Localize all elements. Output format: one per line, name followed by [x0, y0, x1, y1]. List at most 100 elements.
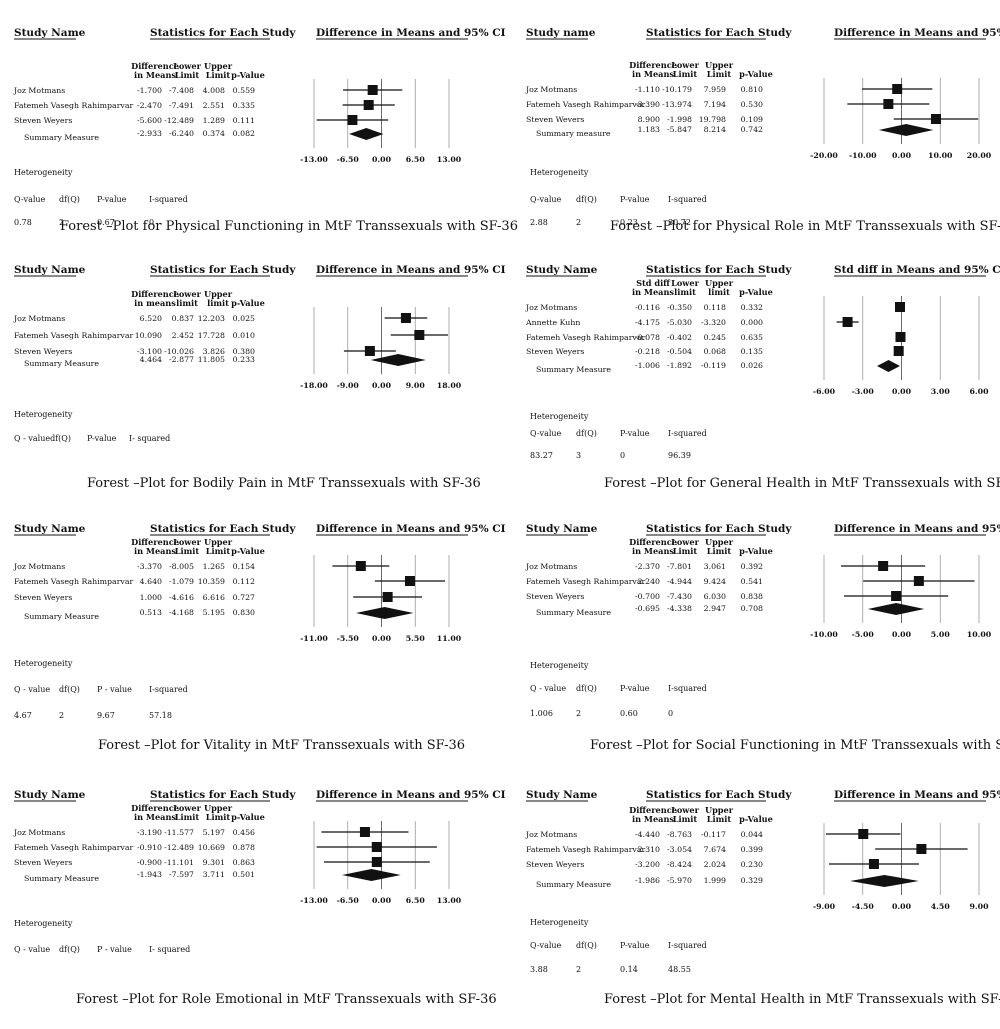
- summary-name: Summary Measure: [536, 365, 611, 374]
- stat-value: -7.801: [667, 562, 692, 571]
- point-estimate: [400, 313, 411, 323]
- column-header: Lower: [173, 289, 201, 299]
- column-header: Limit: [673, 69, 698, 79]
- stat-value: -10.179: [662, 85, 692, 94]
- point-estimate: [892, 84, 903, 94]
- stat-value: 0.233: [233, 355, 255, 364]
- stat-value: -5.030: [667, 318, 692, 327]
- column-header: Lower: [671, 805, 699, 815]
- stat-value: -12.489: [164, 843, 194, 852]
- heterogeneity-value: 2: [576, 218, 581, 227]
- heterogeneity-value: 57.18: [149, 711, 172, 720]
- plot-header: Difference in Means and 95% CI: [834, 27, 1000, 39]
- study-name: Steven Weyers: [526, 592, 584, 601]
- stat-value: 0.329: [741, 876, 763, 885]
- stat-value: 0.111: [233, 116, 255, 125]
- forest-plot-svg: Study name Statistics for Each Study Diffe…: [525, 27, 1000, 227]
- study-name: Joz Motmans: [13, 562, 65, 571]
- heterogeneity-header: I- squared: [149, 945, 190, 954]
- point-estimate: [868, 859, 879, 869]
- stat-value: -4.175: [635, 318, 660, 327]
- stat-value: -1.998: [667, 115, 692, 124]
- column-header: Upper: [705, 60, 734, 70]
- heterogeneity-header: P-value: [620, 941, 650, 950]
- stat-value: 1.289: [203, 116, 225, 125]
- study-name: Steven Wevers: [526, 115, 584, 124]
- x-tick-label: -9.00: [813, 902, 836, 911]
- forest-plot-svg: Study Name Statistics for Each Study Diffe…: [525, 789, 1000, 974]
- column-header: p-Value: [739, 69, 773, 79]
- stat-value: 0.838: [741, 592, 763, 601]
- heterogeneity-value: 0.78: [14, 218, 32, 227]
- heterogeneity-header: df(Q): [576, 429, 597, 438]
- column-header: in Means: [632, 546, 674, 556]
- heterogeneity-header: df(Q): [576, 684, 597, 693]
- study-name-header: Study Name: [526, 789, 598, 801]
- stat-value: 0.456: [233, 828, 255, 837]
- stat-value: -4.168: [169, 608, 194, 617]
- stat-value: -3.370: [137, 562, 162, 571]
- point-estimate: [883, 99, 894, 109]
- stat-value: 19.798: [699, 115, 726, 124]
- summary-name: Summary measure: [536, 129, 611, 138]
- plot-header: Difference in Means and 95% CI: [834, 789, 1000, 801]
- stat-value: 0.380: [233, 347, 255, 356]
- column-header: Lower: [671, 278, 699, 288]
- column-header: Difference: [131, 61, 179, 71]
- stat-value: 0.399: [741, 845, 763, 854]
- column-header: Std diff: [636, 278, 671, 288]
- point-estimate: [893, 346, 904, 356]
- column-header: Limit: [707, 546, 732, 556]
- heterogeneity-header: I-squared: [668, 941, 707, 950]
- column-header: Limit: [206, 812, 231, 822]
- summary-diamond: [878, 124, 934, 136]
- stat-value: -0.350: [667, 303, 692, 312]
- summary-name: Summary Measure: [24, 874, 99, 883]
- stat-value: 10.090: [135, 331, 162, 340]
- x-tick-label: -3.00: [852, 387, 875, 396]
- study-name: Steven Weyers: [14, 347, 72, 356]
- stat-value: 0.154: [233, 562, 255, 571]
- heterogeneity-value: 83.27: [530, 451, 553, 460]
- column-header: in Means: [632, 814, 674, 824]
- heterogeneity-header: I-squared: [149, 685, 188, 694]
- stat-value: 1.000: [140, 593, 162, 602]
- summary-diamond: [342, 869, 401, 881]
- stat-value: 0.245: [704, 333, 726, 342]
- stat-value: -4.338: [667, 604, 692, 613]
- column-header: Limit: [206, 546, 231, 556]
- heterogeneity-header: df(Q): [59, 945, 80, 954]
- stat-value: 6.520: [140, 314, 162, 323]
- stat-value: 3.061: [704, 562, 726, 571]
- statistics-header: Statistics for Each Study: [150, 523, 296, 535]
- study-name: Fatemeh Vasegh Rahimparvar: [14, 577, 133, 586]
- x-tick-label: 9.00: [970, 902, 990, 911]
- column-header: Limit: [175, 812, 200, 822]
- x-tick-label: 10.00: [967, 630, 992, 639]
- x-tick-label: 0.00: [372, 381, 392, 390]
- column-header: Difference: [629, 60, 677, 70]
- summary-name: Summary Measure: [536, 880, 611, 889]
- column-header: p-Value: [231, 70, 265, 80]
- heterogeneity-header: Q - valuedf(Q): [14, 434, 71, 443]
- stat-value: 17.728: [198, 331, 225, 340]
- x-tick-label: 5.00: [931, 630, 951, 639]
- stat-value: 2.551: [203, 101, 225, 110]
- heterogeneity-value: 0: [668, 709, 673, 718]
- stat-value: 0.559: [233, 86, 255, 95]
- heterogeneity-header: P-value: [97, 195, 127, 204]
- stat-value: 5.195: [203, 608, 225, 617]
- forest-plot-panel: Study Name Statistics for Each Study Diffe…: [510, 514, 1000, 744]
- heterogeneity-value: 0.14: [620, 965, 638, 974]
- summary-diamond: [355, 607, 414, 619]
- heterogeneity-header: P-value: [620, 429, 650, 438]
- heterogeneity-header: I-squared: [668, 195, 707, 204]
- column-header: Limit: [673, 546, 698, 556]
- forest-plot-panel: Study Name Statistics for Each Study Diffe…: [0, 780, 506, 1010]
- stat-value: 0.026: [741, 361, 763, 370]
- summary-diamond: [370, 354, 426, 366]
- stat-value: -1.943: [137, 870, 162, 879]
- stat-value: 0.501: [233, 870, 255, 879]
- forest-plot-panel: Study Name Statistics for Each Study Diffe…: [0, 255, 506, 485]
- column-header: p-Value: [739, 287, 773, 297]
